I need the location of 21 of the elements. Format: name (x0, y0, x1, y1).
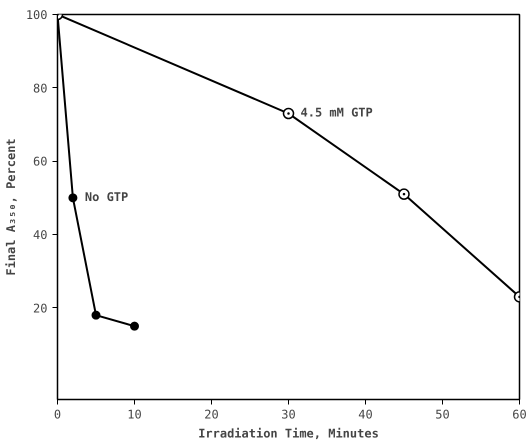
x-tick-label: 0 (54, 408, 62, 422)
y-tick-label: 60 (33, 154, 48, 169)
x-tick-label: 30 (281, 408, 296, 422)
point (130, 322, 139, 331)
series-label: No GTP (84, 190, 128, 204)
y-tick-label: 40 (33, 228, 48, 242)
point (92, 310, 100, 320)
y-tick-label: 100 (26, 8, 48, 22)
point (282, 108, 294, 120)
point (398, 188, 410, 200)
x-tick-label: 40 (358, 408, 373, 422)
x-tick-label: 20 (204, 408, 219, 422)
x-tick-label: 60 (512, 408, 527, 422)
y-axis-title: Final A₃₅₀, Percent (4, 138, 18, 276)
y-tick-label: 20 (33, 301, 48, 316)
x-tick-label: 10 (127, 408, 142, 422)
point (68, 193, 78, 202)
x-tick-label: 50 (435, 408, 450, 422)
x-axis-title: Irradiation Time, Minutes (198, 426, 379, 440)
series-label: 4.5 mM GTP (300, 106, 373, 120)
y-tick-label: 80 (33, 81, 48, 96)
